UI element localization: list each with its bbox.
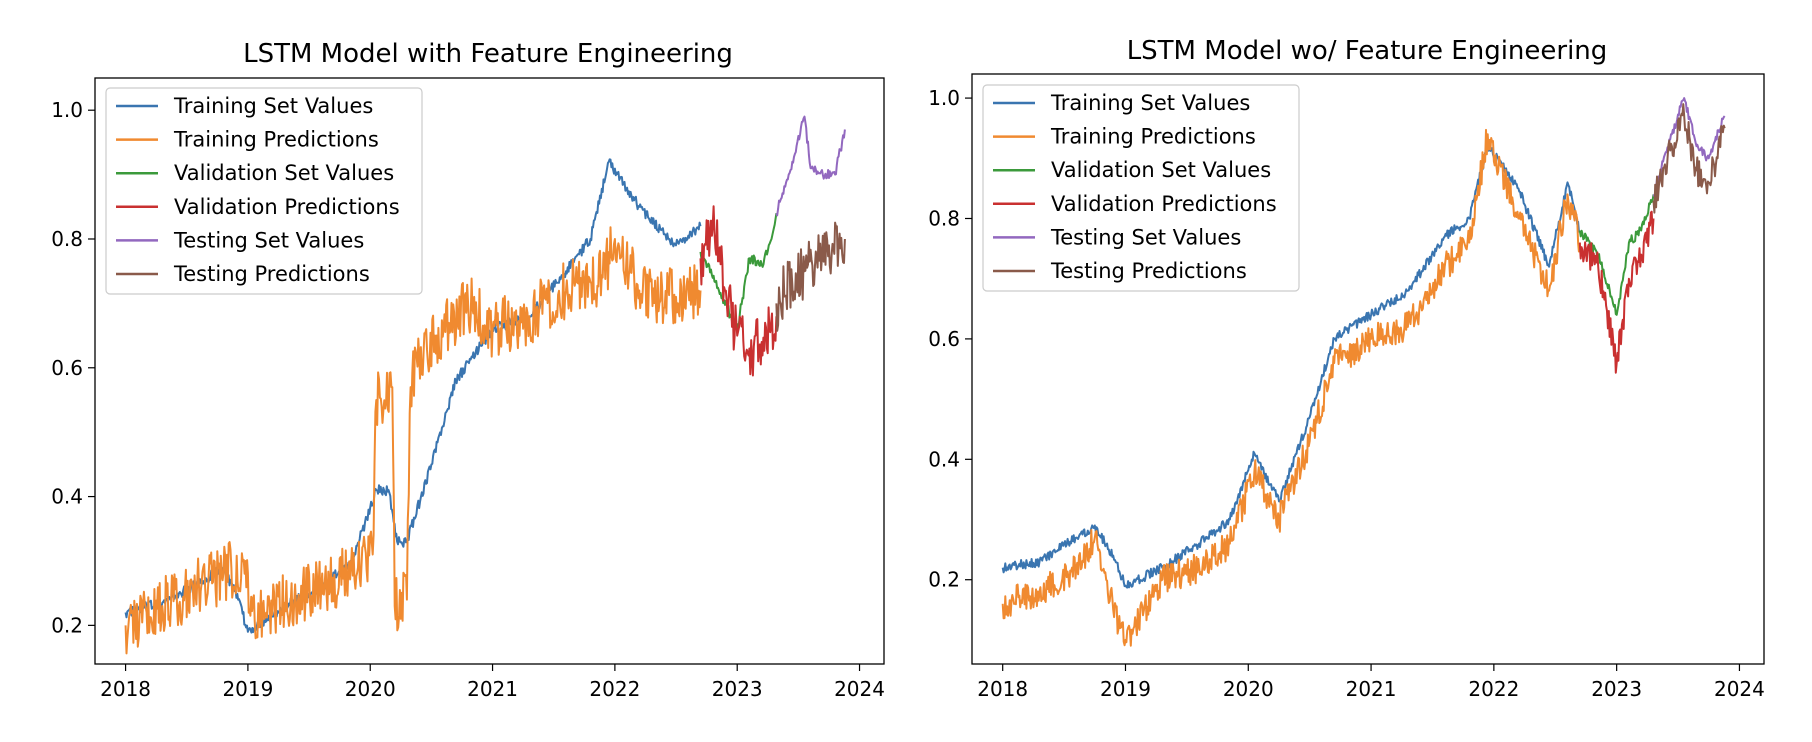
x-tick-label: 2018 [977,677,1028,701]
legend-label: Training Predictions [1050,125,1256,149]
axes-frame [971,73,1765,665]
series-line-testing-predictions [775,221,846,332]
y-tick-label: 0.2 [928,568,960,592]
x-tick-label: 2022 [589,677,640,701]
legend-label: Validation Set Values [1051,158,1271,182]
plot-area [124,115,846,655]
legend-label: Training Set Values [173,94,373,118]
legend-box [105,87,423,295]
y-tick-label: 0.4 [51,485,83,509]
series-line-testing-set-values [775,115,846,217]
y-tick-label: 0.8 [51,227,83,251]
legend: Training Set Values Training Predictions V… [982,84,1300,292]
series-line-validation-predictions [1578,210,1655,374]
legend-label: Validation Set Values [174,161,394,185]
series-line-testing-predictions [1652,103,1726,214]
legend-label: Training Set Values [1050,91,1250,115]
x-tick-label: 2023 [1591,677,1642,701]
chart-title: LSTM Model with Feature Engineering [243,39,733,69]
axes-frame [94,77,885,665]
series-line-validation-predictions [699,205,778,377]
x-tick-label: 2019 [1100,677,1151,701]
series-line-testing-set-values [1652,97,1726,198]
series-line-training-predictions [1001,128,1581,647]
plot-area [1001,97,1726,647]
chart-title: LSTM Model wo/ Feature Engineering [1127,36,1608,66]
y-tick-label: 0.8 [928,206,960,230]
legend-label: Validation Predictions [174,195,400,219]
legend-label: Testing Predictions [1050,259,1247,283]
legend-label: Training Predictions [173,128,379,152]
x-tick-label: 2021 [1346,677,1397,701]
y-tick-label: 0.6 [928,327,960,351]
legend-box [982,84,1300,292]
chart-left: LSTM Model with Feature Engineering 2018… [51,39,885,701]
x-tick-label: 2022 [1468,677,1519,701]
x-tick-label: 2024 [834,677,885,701]
x-tick-label: 2024 [1714,677,1765,701]
legend: Training Set Values Training Predictions V… [105,87,423,295]
x-tick-label: 2021 [467,677,518,701]
series-line-training-predictions [124,226,702,655]
x-tick-label: 2019 [222,677,273,701]
x-tick-label: 2018 [100,677,151,701]
legend-label: Validation Predictions [1051,192,1277,216]
x-tick-label: 2020 [345,677,396,701]
legend-label: Testing Set Values [173,228,364,252]
legend-label: Testing Set Values [1050,225,1241,249]
chart-right: LSTM Model wo/ Feature Engineering 2018 2… [928,36,1765,701]
x-tick-label: 2023 [712,677,763,701]
y-tick-label: 1.0 [928,86,960,110]
y-tick-label: 1.0 [51,98,83,122]
y-tick-label: 0.6 [51,356,83,380]
x-tick-label: 2020 [1223,677,1274,701]
y-tick-label: 0.2 [51,613,83,637]
legend-label: Testing Predictions [173,262,370,286]
y-tick-label: 0.4 [928,447,960,471]
